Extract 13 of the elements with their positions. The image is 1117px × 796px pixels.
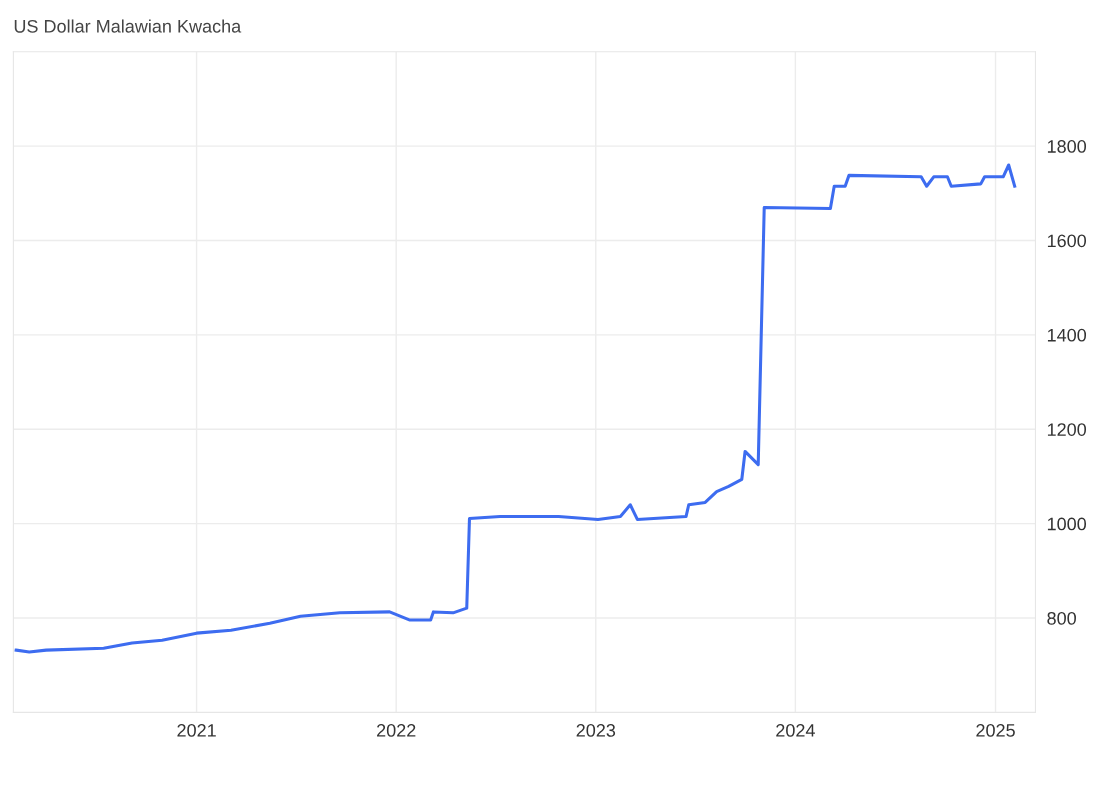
x-tick-label: 2025 [976,724,1015,737]
y-tick-label: 1200 [1047,423,1087,436]
x-tick-label: 2021 [177,724,216,737]
x-tick-label: 2022 [377,724,416,737]
x-tick-label: 2023 [576,724,616,737]
x-tick-label: 2024 [776,724,815,737]
line-series [14,163,1017,654]
y-tick-label: 1800 [1047,140,1087,153]
y-tick-label: 1600 [1047,234,1087,248]
y-tick-label: 1000 [1047,517,1087,531]
chart-title: US Dollar Malawian Kwacha [14,19,242,33]
y-tick-label: 1400 [1047,328,1087,342]
y-tick-label: 800 [1047,611,1076,625]
